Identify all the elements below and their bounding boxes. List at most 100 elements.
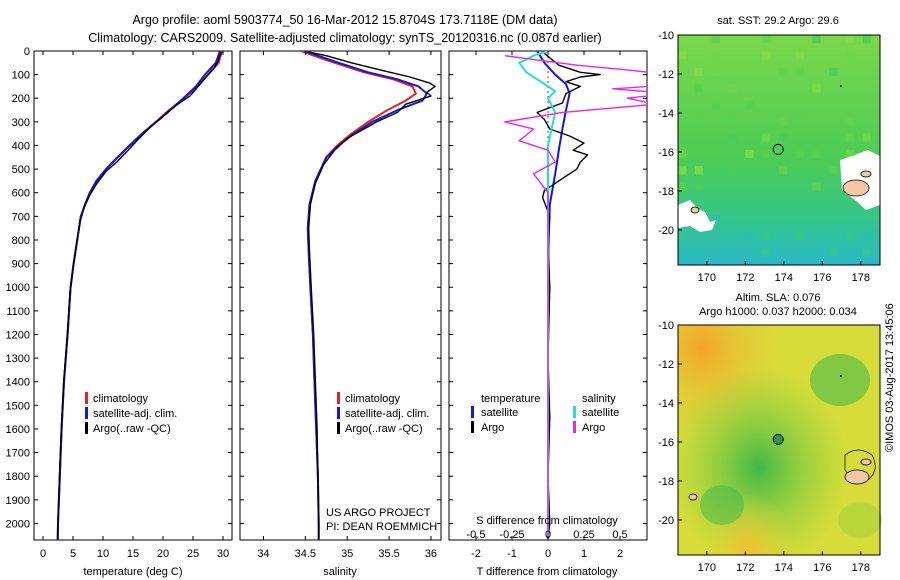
map-y-tick-label: -20 xyxy=(658,515,674,527)
map-y-tick-label: -10 xyxy=(658,30,674,42)
series-line-temperature-argo xyxy=(536,52,601,538)
sst-map-axes: 170 172 174 176 178 -10 -12 -14 -16 -18 -20 xyxy=(658,30,870,284)
island xyxy=(842,179,870,197)
map-y-tick-label: -14 xyxy=(658,398,674,410)
sla-anomaly xyxy=(838,502,882,538)
x-tick-label: 35 xyxy=(341,548,353,560)
x-tick-label: 34.5 xyxy=(295,548,316,560)
sla-map-frame xyxy=(677,324,881,556)
sst-pixel xyxy=(846,133,855,142)
sst-pixel xyxy=(762,35,771,44)
sst-pixel xyxy=(795,231,804,240)
series-line-satellite-adj-clim- xyxy=(304,51,428,540)
sst-texture xyxy=(678,35,872,257)
temperature-legend: climatology satellite-adj. clim. Argo(..… xyxy=(85,392,177,435)
s-difference-label: S difference from climatology xyxy=(476,515,618,527)
legend-swatch-t-satellite xyxy=(471,406,474,418)
island xyxy=(860,170,872,178)
x-tick-label: 10 xyxy=(97,548,109,560)
map-y-tick-label: -18 xyxy=(658,476,674,488)
legend-label: Argo(..raw -QC) xyxy=(93,423,171,435)
x-tick-label: 0 xyxy=(40,548,46,560)
footer-timestamp: ©IMOS 03-Aug-2017 13:45:06 xyxy=(884,303,896,452)
sst-pixel xyxy=(778,67,788,76)
island xyxy=(690,206,700,214)
legend-swatch-t-argo xyxy=(471,421,474,433)
depth-tick-label: 200 xyxy=(12,93,30,105)
x-tick-label: 2 xyxy=(617,548,623,560)
legend-swatch-satellite xyxy=(85,407,88,419)
map-x-tick-label: 174 xyxy=(775,562,793,574)
credit-line-2: PI: DEAN ROEMMICH xyxy=(326,521,437,533)
temperature-xlabel: temperature (deg C) xyxy=(83,566,182,578)
argo-location-marker xyxy=(772,433,784,445)
map-x-tick-label: 178 xyxy=(852,272,870,284)
depth-tick-label: 1700 xyxy=(6,448,30,460)
sla-low-anomaly xyxy=(810,354,870,406)
sst-pixel xyxy=(678,149,687,158)
legend-swatch-argo xyxy=(337,422,340,434)
x-tick-label: 20 xyxy=(157,548,169,560)
sst-map xyxy=(677,34,881,266)
difference-lines xyxy=(504,51,647,540)
map-x-tick-label: 170 xyxy=(698,272,716,284)
depth-tick-label: 1200 xyxy=(6,329,30,341)
legend-label: satellite-adj. clim. xyxy=(345,408,429,420)
sst-map-frame xyxy=(677,34,881,266)
credit-line-1: US ARGO PROJECT xyxy=(326,507,431,519)
sla-map-axes: 170 172 174 176 178 -10 -12 -14 -16 -18 -20 xyxy=(658,320,870,574)
sst-pixel xyxy=(728,133,737,142)
series-line-satellite-adj-clim- xyxy=(56,51,221,540)
title-line-2: Climatology: CARS2009. Satellite-adjuste… xyxy=(88,31,601,45)
sst-pixel xyxy=(678,182,687,191)
legend-title-temperature: temperature xyxy=(481,393,540,405)
depth-tick-label: 500 xyxy=(12,164,30,176)
sst-pixel xyxy=(795,149,804,158)
sst-pixel xyxy=(745,149,754,158)
series-line-climatology xyxy=(56,51,223,540)
sla-map xyxy=(677,324,882,556)
map-x-tick-label: 176 xyxy=(813,562,831,574)
depth-tick-label: 100 xyxy=(12,70,30,82)
series-line-argo-raw-qc- xyxy=(308,51,436,539)
sst-pixel xyxy=(812,84,821,93)
legend-label: Argo xyxy=(481,422,504,434)
sst-pixel xyxy=(694,182,704,191)
sst-pixel xyxy=(694,166,704,175)
title-line-1: Argo profile: aoml 5903774_50 16-Mar-201… xyxy=(132,13,557,27)
map-y-tick-label: -12 xyxy=(658,359,674,371)
depth-tick-label: 400 xyxy=(12,140,30,152)
sst-pixel xyxy=(846,117,855,126)
depth-axis: 0 100 200 300 400 500 600 700 800 900 1000 1100 1200… xyxy=(6,46,647,530)
sst-pixel xyxy=(862,133,872,142)
depth-tick-label: 300 xyxy=(12,117,30,129)
sst-pixel xyxy=(778,166,788,175)
island xyxy=(840,375,842,377)
legend-swatch-climatology xyxy=(85,392,88,404)
difference-xlabel: T difference from climatology xyxy=(477,566,618,578)
sst-pixel xyxy=(694,67,704,76)
depth-tick-label: 1400 xyxy=(6,377,30,389)
temperature-lines xyxy=(56,51,223,540)
sst-pixel xyxy=(846,149,855,158)
sst-pixel xyxy=(762,149,771,158)
series-line-salinity-argo xyxy=(504,55,647,540)
depth-tick-label: 1800 xyxy=(6,471,30,483)
sla-map-title-1: Altim. SLA: 0.076 xyxy=(736,292,821,304)
top-tick-label: 0.25 xyxy=(573,529,594,541)
sst-pixel xyxy=(711,215,720,224)
legend-swatch-argo xyxy=(85,422,88,434)
sst-pixel xyxy=(846,35,855,44)
depth-tick-label: 1900 xyxy=(6,495,30,507)
depth-tick-label: 1000 xyxy=(6,282,30,294)
legend-label: satellite xyxy=(481,407,518,419)
x-tick-label: -1 xyxy=(507,548,517,560)
x-axes: 0 5 10 15 20 25 30 34 34.5 35 35.5 36 -2 -1 0 1 2 -0.5 -0.… xyxy=(40,51,628,560)
sst-pixel xyxy=(678,231,687,240)
sst-pixel xyxy=(762,231,771,240)
depth-tick-label: 1100 xyxy=(6,306,30,318)
map-y-tick-label: -20 xyxy=(658,225,674,237)
sst-pixel xyxy=(862,248,872,257)
sst-pixel xyxy=(711,100,720,109)
